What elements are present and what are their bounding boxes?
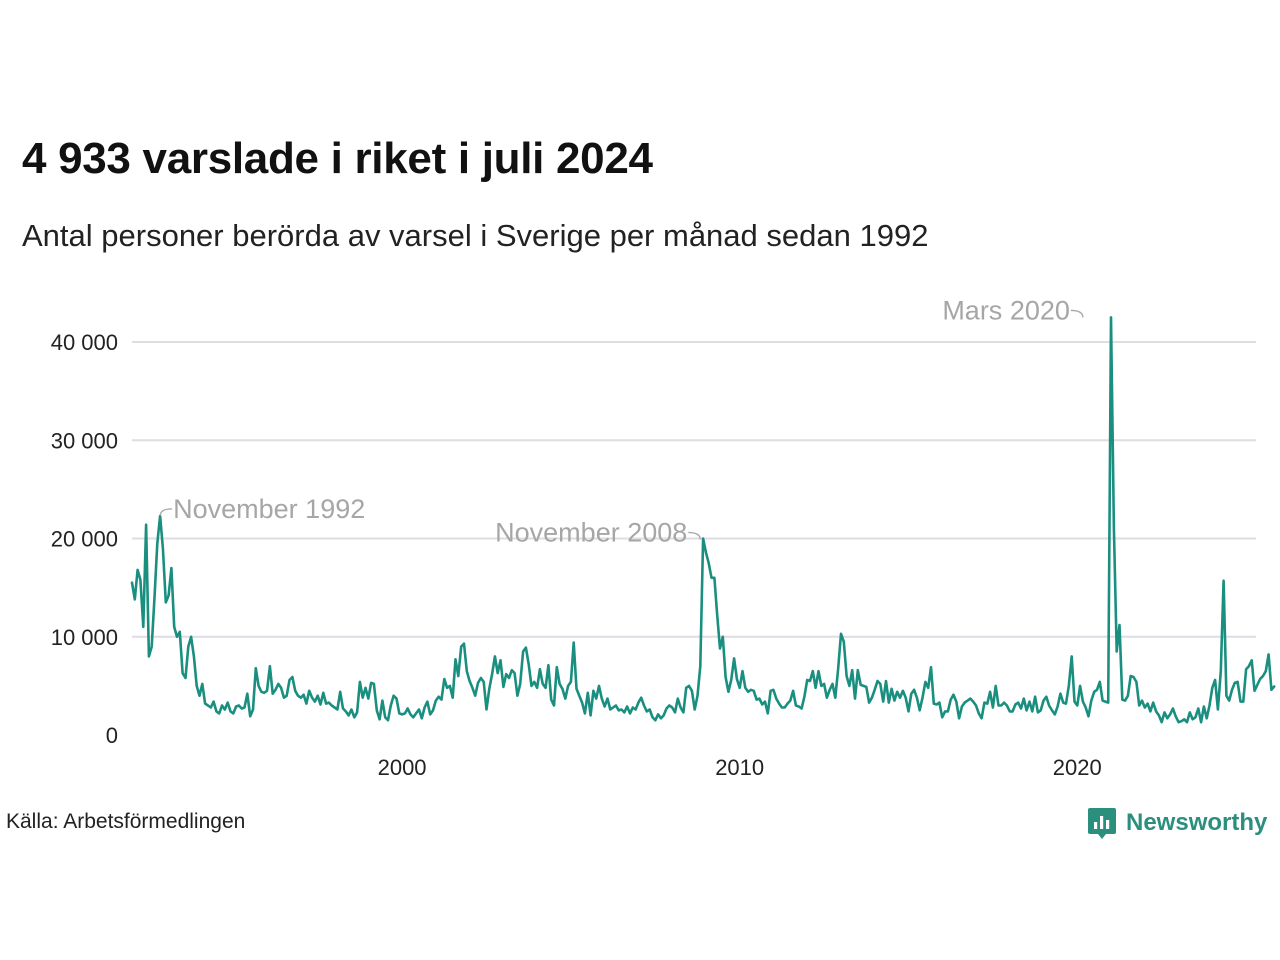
annotation-label: Mars 2020 <box>942 295 1070 325</box>
chart-title: 4 933 varslade i riket i juli 2024 <box>22 134 653 183</box>
annotations: November 1992 November 2008 Mars 2020 <box>159 295 1084 547</box>
y-tick-label: 0 <box>106 723 118 748</box>
y-tick-label: 10 000 <box>51 625 118 650</box>
newsworthy-logo-icon <box>1088 808 1116 839</box>
y-tick-label: 30 000 <box>51 428 118 453</box>
annotation-label: November 1992 <box>173 494 365 524</box>
x-axis: 2000 2010 2020 <box>378 755 1102 780</box>
series-line <box>130 316 1276 724</box>
annotation-connector <box>688 531 701 540</box>
annotation-label: November 2008 <box>495 517 687 547</box>
logo-text: Newsworthy <box>1126 809 1268 836</box>
source-note: Källa: Arbetsförmedlingen <box>6 810 246 833</box>
series-layer <box>130 316 1276 724</box>
grid-lines <box>132 341 1256 638</box>
x-tick-label: 2010 <box>715 755 764 780</box>
line-chart: 0 10 000 20 000 30 000 40 000 2000 2010 2020 N… <box>51 295 1276 780</box>
y-axis: 0 10 000 20 000 30 000 40 000 <box>51 330 118 748</box>
y-tick-label: 40 000 <box>51 330 118 355</box>
annotation-connector <box>1070 309 1084 318</box>
chart-subtitle: Antal personer berörda av varsel i Sveri… <box>22 218 929 253</box>
x-tick-label: 2020 <box>1053 755 1102 780</box>
x-tick-label: 2000 <box>378 755 427 780</box>
y-tick-label: 20 000 <box>51 527 118 552</box>
annotation-connector <box>159 508 173 516</box>
newsworthy-logo[interactable]: Newsworthy <box>1088 804 1267 842</box>
